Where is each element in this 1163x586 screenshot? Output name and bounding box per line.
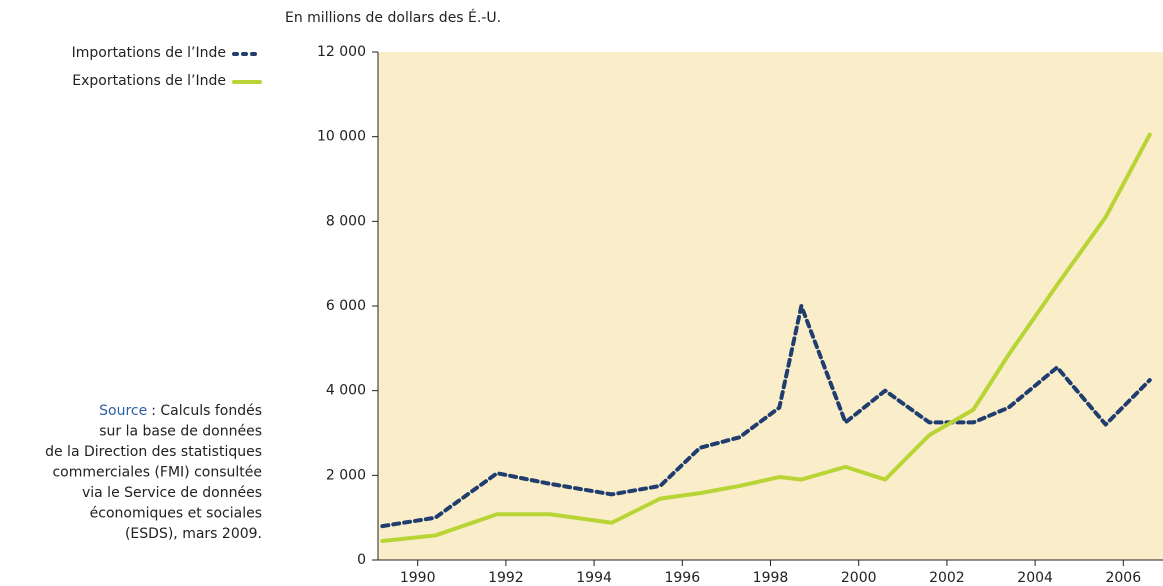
source-line: via le Service de données — [82, 485, 262, 501]
data-line — [380, 304, 1152, 529]
x-tick-label: 2006 — [1105, 570, 1141, 586]
x-tick-label: 2000 — [841, 570, 877, 586]
y-tick-label: 4 000 — [326, 383, 366, 399]
source-line: de la Direction des statistiques — [45, 444, 262, 460]
source-label: Source — [99, 403, 147, 419]
source-line: sur la base de données — [99, 424, 262, 440]
x-tick-label: 1998 — [753, 570, 789, 586]
x-tick-label: 2004 — [1017, 570, 1053, 586]
y-tick-label: 12 000 — [317, 44, 366, 60]
y-tick-label: 2 000 — [326, 467, 366, 483]
source-text: : Calculs fondés — [151, 403, 262, 419]
x-tick-label: 1994 — [576, 570, 612, 586]
source-line: commerciales (FMI) consultée — [52, 465, 262, 481]
y-tick-label: 10 000 — [317, 129, 366, 145]
y-tick-label: 0 — [357, 552, 366, 568]
source-line: Source: Calculs fondés — [99, 403, 262, 419]
data-line — [380, 132, 1152, 543]
legend-label: Exportations de l’Inde — [72, 73, 226, 89]
y-tick-label: 8 000 — [326, 213, 366, 229]
source-line: économiques et sociales — [90, 506, 262, 522]
x-tick-label: 1990 — [400, 570, 436, 586]
plot-background — [378, 52, 1163, 560]
x-tick-label: 1992 — [488, 570, 524, 586]
legend-label: Importations de l’Inde — [72, 45, 226, 61]
y-tick-label: 6 000 — [326, 298, 366, 314]
x-tick-label: 2002 — [929, 570, 965, 586]
y-axis-label: En millions de dollars des É.-U. — [285, 9, 501, 26]
source-line: (ESDS), mars 2009. — [125, 526, 262, 542]
x-tick-label: 1996 — [664, 570, 700, 586]
